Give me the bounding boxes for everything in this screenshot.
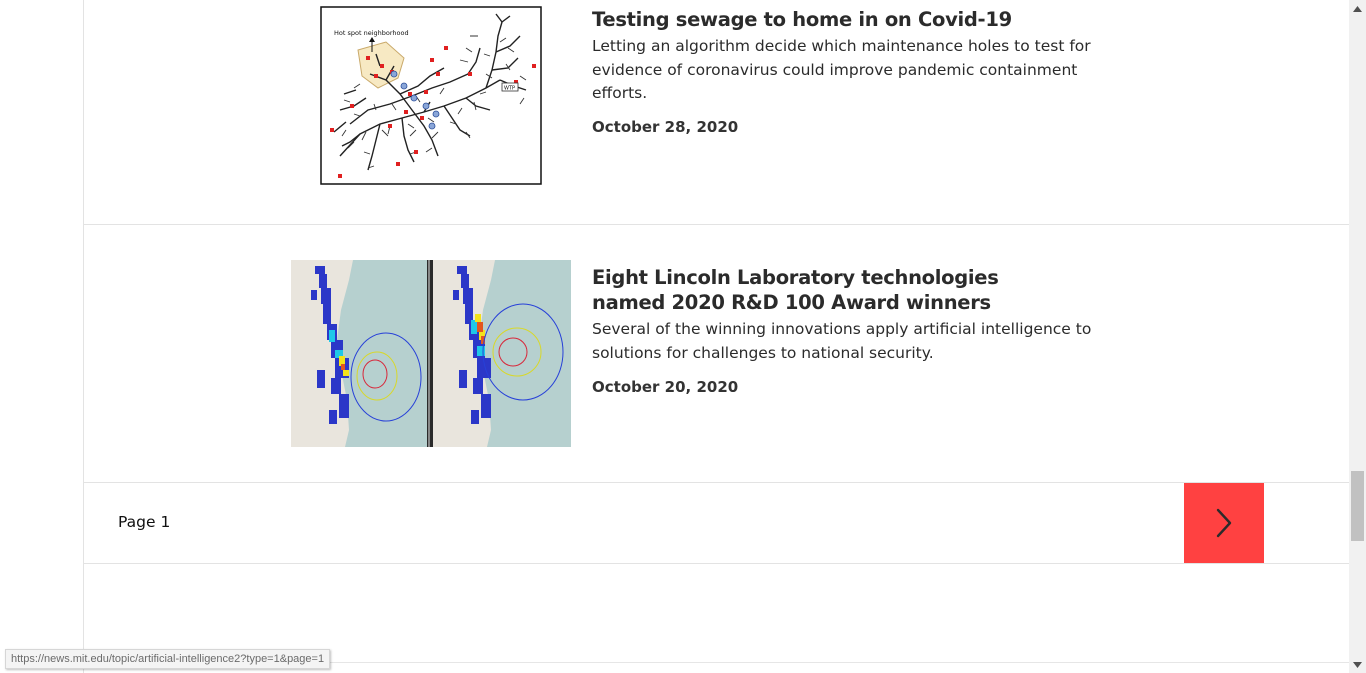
scroll-up-arrow-icon[interactable] (1349, 0, 1366, 17)
plant-label: WTP (504, 86, 515, 92)
divider (83, 662, 1349, 663)
chevron-right-icon (1216, 508, 1232, 538)
article-thumbnail[interactable]: Hot spot neighborhood (320, 6, 542, 185)
flood-risk-maps (291, 260, 571, 447)
article-title[interactable]: Testing sewage to home in on Covid-19 (592, 8, 1012, 31)
divider (84, 482, 1350, 483)
page-indicator: Page 1 (118, 513, 171, 531)
vertical-scrollbar[interactable] (1349, 0, 1366, 673)
article-dek: Several of the winning innovations apply… (592, 320, 1092, 362)
hot-spot-label: Hot spot neighborhood (334, 29, 409, 37)
article-list: Hot spot neighborhood (83, 0, 1350, 673)
list-item: Hot spot neighborhood (84, 0, 1350, 224)
article-date: October 20, 2020 (592, 378, 739, 396)
sewer-network-map: Hot spot neighborhood (320, 6, 542, 185)
next-page-button[interactable] (1184, 483, 1264, 563)
article-title[interactable]: Eight Lincoln Laboratory technologies na… (592, 266, 999, 314)
article-dek: Letting an algorithm decide which mainte… (592, 37, 1091, 102)
article-thumbnail[interactable] (291, 260, 571, 447)
status-bar-url: https://news.mit.edu/topic/artificial-in… (5, 649, 331, 669)
scrollbar-thumb[interactable] (1351, 471, 1364, 541)
article-date: October 28, 2020 (592, 118, 739, 136)
scroll-down-arrow-icon[interactable] (1349, 656, 1366, 673)
divider (84, 563, 1350, 564)
divider (84, 224, 1350, 225)
list-item: Eight Lincoln Laboratory technologies na… (84, 225, 1350, 482)
